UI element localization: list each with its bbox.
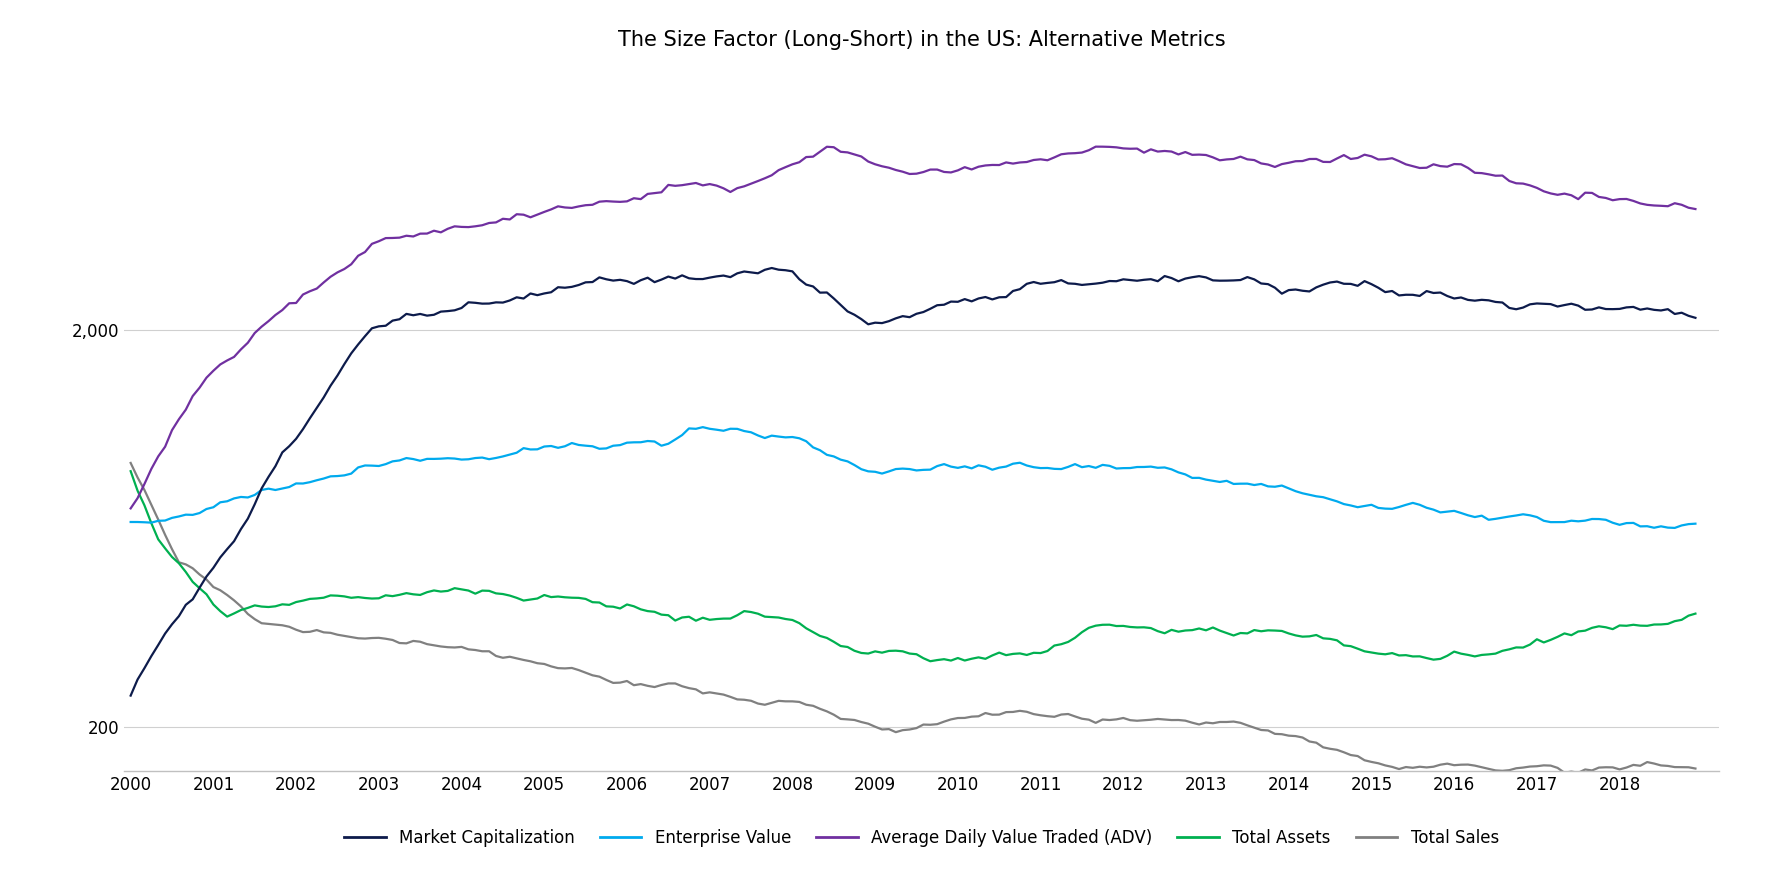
Legend: Market Capitalization, Enterprise Value, Average Daily Value Traded (ADV), Total: Market Capitalization, Enterprise Value,… [337, 822, 1506, 853]
Title: The Size Factor (Long-Short) in the US: Alternative Metrics: The Size Factor (Long-Short) in the US: … [618, 30, 1224, 50]
